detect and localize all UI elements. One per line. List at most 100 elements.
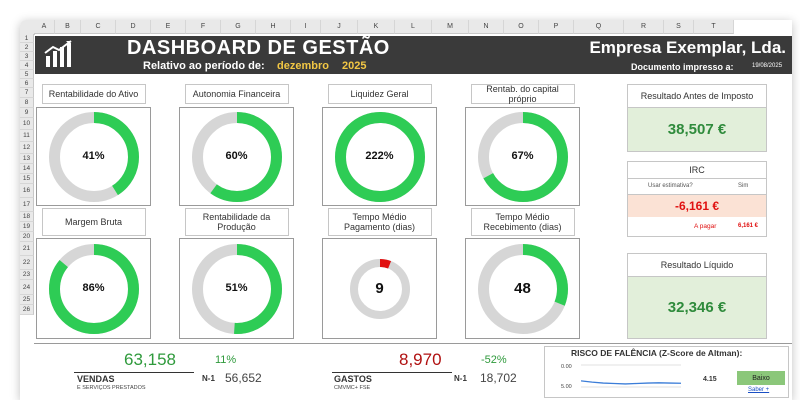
kpi-donut-fill [48, 111, 139, 202]
kpi-value-liquidez-geral: 222% [365, 149, 394, 162]
column-header-o[interactable]: O [504, 20, 539, 34]
kpi-title-margem-bruta: Margem Bruta [41, 208, 146, 236]
row-header-15[interactable]: 15 [20, 174, 34, 184]
risk-level-badge: Baixo [737, 371, 785, 385]
kpi-donut-liquidez-geral [334, 111, 425, 202]
column-header-e[interactable]: E [151, 20, 186, 34]
irc-box: IRC Usar estimativa? Sim -6,161 € A paga… [627, 161, 767, 237]
column-header-d[interactable]: D [116, 20, 151, 34]
row-header-7[interactable]: 7 [20, 88, 34, 98]
risk-axis-bottom: 5.00 [561, 384, 572, 390]
kpi-value-autonomia-financeira: 60% [225, 149, 248, 162]
kpi-donut-tempo-medio-pagamento-dias [349, 258, 410, 319]
kpi-value-tempo-medio-recebimento-dias: 48 [514, 279, 531, 297]
column-header-q[interactable]: Q [574, 20, 624, 34]
row-header-9[interactable]: 9 [20, 108, 34, 118]
risk-title: RISCO DE FALÊNCIA (Z-Score de Altman): [571, 348, 743, 358]
row-header-19[interactable]: 19 [20, 222, 34, 232]
sales-prev-label: N-1 [202, 374, 215, 383]
period-year-value[interactable]: 2025 [342, 60, 367, 72]
kpi-donut-fill [477, 111, 568, 202]
row-header-6[interactable]: 6 [20, 79, 34, 88]
irc-pay-value: 6,161 € [738, 223, 759, 229]
row-header-22[interactable]: 22 [20, 256, 34, 270]
column-header-f[interactable]: F [186, 20, 221, 34]
column-header-g[interactable]: G [221, 20, 256, 34]
period-label: Relativo ao período de: [143, 60, 265, 72]
row-header-24[interactable]: 24 [20, 280, 34, 295]
irc-estimate-label: Usar estimativa? [648, 183, 693, 189]
column-header-t[interactable]: T [694, 20, 734, 34]
column-header-i[interactable]: I [291, 20, 321, 34]
column-header-n[interactable]: N [469, 20, 504, 34]
print-date-value: 19/08/2025 [752, 63, 783, 69]
risk-learn-more-link[interactable]: Saber + [748, 387, 770, 393]
risk-box: RISCO DE FALÊNCIA (Z-Score de Altman): 0… [544, 346, 789, 398]
rai-box: Resultado Antes de Imposto 38,507 € [627, 84, 767, 152]
column-header-k[interactable]: K [358, 20, 395, 34]
column-header-h[interactable]: H [256, 20, 291, 34]
sales-label: VENDAS [77, 374, 115, 384]
row-header-1[interactable]: 1 [20, 34, 34, 43]
row-header-25[interactable]: 25 [20, 295, 34, 305]
irc-estimate-row: Usar estimativa? Sim [628, 179, 766, 195]
irc-estimate-toggle[interactable]: Sim [738, 183, 749, 189]
period-month-value[interactable]: dezembro [277, 60, 329, 72]
costs-change: -52% [481, 354, 507, 366]
row-header-23[interactable]: 23 [20, 270, 34, 280]
column-header-s[interactable]: S [664, 20, 694, 34]
kpi-panel-tempo-medio-recebimento-dias: 48 [465, 238, 580, 339]
kpi-donut-fill [334, 111, 425, 202]
irc-title: IRC [628, 162, 766, 179]
row-header-26[interactable]: 26 [20, 305, 34, 315]
kpi-panel-rentab-do-capital-proprio: 67% [465, 107, 580, 206]
kpi-donut-fill [477, 243, 568, 334]
column-header-j[interactable]: J [321, 20, 358, 34]
row-header-4[interactable]: 4 [20, 61, 34, 70]
row-header-18[interactable]: 18 [20, 212, 34, 222]
sales-sublabel: E SERVIÇOS PRESTADOS [77, 385, 146, 391]
kpi-panel-rentabilidade-da-producao: 51% [179, 238, 294, 339]
row-header-3[interactable]: 3 [20, 52, 34, 61]
column-header-r[interactable]: R [624, 20, 664, 34]
irc-pay-label: A pagar [694, 223, 717, 230]
sales-prev-value: 56,652 [225, 371, 262, 385]
kpi-donut-margem-bruta [48, 243, 139, 334]
row-header-17[interactable]: 17 [20, 198, 34, 212]
row-header-13[interactable]: 13 [20, 154, 34, 164]
row-header-8[interactable]: 8 [20, 98, 34, 108]
rai-title: Resultado Antes de Imposto [628, 85, 766, 108]
costs-divider [332, 372, 452, 373]
row-header-11[interactable]: 11 [20, 130, 34, 142]
bottom-summary: 63,158 11% VENDAS E SERVIÇOS PRESTADOS N… [34, 343, 792, 400]
kpi-value-rentabilidade-da-producao: 51% [225, 281, 248, 294]
column-header-p[interactable]: P [539, 20, 574, 34]
kpi-donut-rentab-do-capital-proprio [477, 111, 568, 202]
net-result-title: Resultado Líquido [628, 254, 766, 277]
column-header-a[interactable]: A [34, 20, 55, 34]
row-header-14[interactable]: 14 [20, 164, 34, 174]
row-header-12[interactable]: 12 [20, 142, 34, 154]
net-result-value: 32,346 € [628, 277, 766, 338]
risk-sparkline-chart [581, 364, 681, 388]
kpi-panel-margem-bruta: 86% [36, 238, 151, 339]
column-header-m[interactable]: M [432, 20, 469, 34]
kpi-value-margem-bruta: 86% [82, 281, 105, 294]
kpi-donut-rentabilidade-da-producao [191, 243, 282, 334]
kpi-panel-liquidez-geral: 222% [322, 107, 437, 206]
irc-value: -6,161 € [628, 195, 766, 217]
column-header-b[interactable]: B [55, 20, 81, 34]
row-header-16[interactable]: 16 [20, 184, 34, 198]
kpi-donut-fill [191, 243, 282, 334]
row-header-2[interactable]: 2 [20, 43, 34, 52]
costs-prev-value: 18,702 [480, 371, 517, 385]
row-header-21[interactable]: 21 [20, 242, 34, 256]
column-header-l[interactable]: L [395, 20, 432, 34]
row-header-5[interactable]: 5 [20, 70, 34, 79]
row-header-20[interactable]: 20 [20, 232, 34, 242]
costs-prev-label: N-1 [454, 374, 467, 383]
row-header-10[interactable]: 10 [20, 118, 34, 130]
select-all-corner[interactable] [20, 20, 35, 35]
column-header-c[interactable]: C [81, 20, 116, 34]
